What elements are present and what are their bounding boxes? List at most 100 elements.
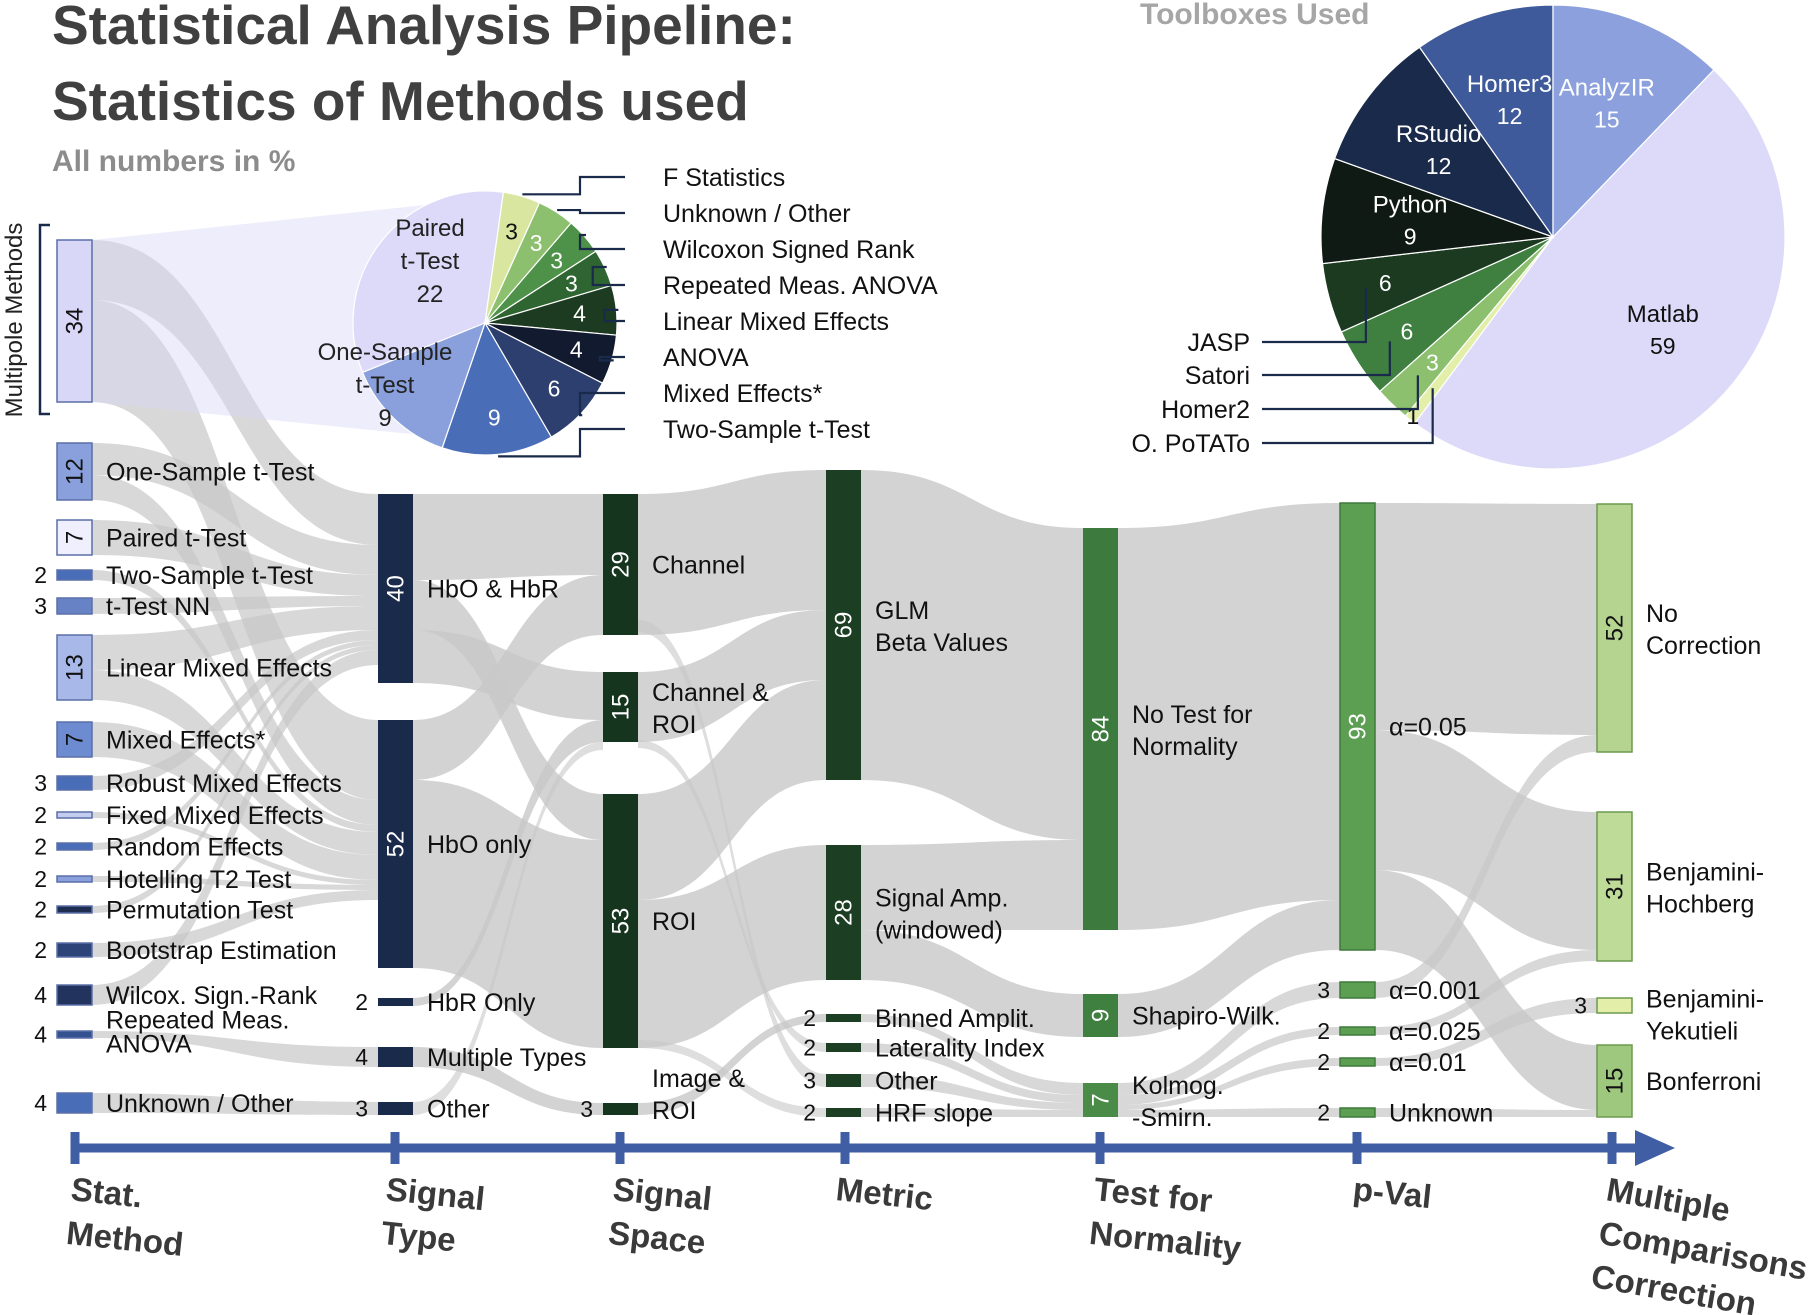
toolbox-pie-slice <box>1418 4 1554 239</box>
stat-value: 3 <box>34 593 47 619</box>
sankey-flow <box>638 470 826 635</box>
pval-node <box>1339 981 1376 999</box>
stat-method-label: Fixed Mixed Effects <box>106 802 324 830</box>
leader-line <box>591 265 625 287</box>
signal-type-value: 3 <box>355 1096 368 1122</box>
toolbox-pie-value: 12 <box>1426 153 1452 179</box>
correction-node <box>1596 503 1633 753</box>
toolbox-pie-value: 12 <box>1497 103 1523 129</box>
stat-value: 4 <box>34 982 47 1008</box>
multipole-pie-legend-label: Mixed Effects* <box>663 380 823 408</box>
correction-value: 52 <box>1602 615 1629 642</box>
pval-label: α=0.01 <box>1389 1049 1467 1077</box>
toolbox-leader-line <box>1262 341 1391 377</box>
toolboxes-title: Toolboxes Used <box>1140 0 1369 31</box>
signal-space-label: ROI <box>652 908 696 936</box>
leader-line <box>578 233 625 251</box>
signal-type-node <box>378 1102 413 1115</box>
leader-line <box>522 175 625 196</box>
sankey-flow <box>638 610 826 742</box>
sankey-flow <box>92 890 378 957</box>
normality-value: 9 <box>1088 1009 1115 1022</box>
correction-label-line2: Hochberg <box>1646 891 1754 919</box>
metric-node <box>826 1074 861 1087</box>
metric-label: Other <box>875 1068 938 1096</box>
correction-value: 15 <box>1602 1068 1629 1095</box>
stat-method-label: Wilcox. Sign.-Rank <box>106 982 318 1010</box>
toolbox-legend-label: Satori <box>1185 362 1250 390</box>
stat-method-label: Permutation Test <box>106 897 293 925</box>
normality-value: 7 <box>1088 1093 1115 1106</box>
stat-method-label: Mixed Effects* <box>106 727 266 755</box>
stat-method-node <box>56 942 93 958</box>
toolbox-legend-label: JASP <box>1187 329 1250 357</box>
sankey-flow <box>1375 950 1597 1035</box>
stat-method-node <box>56 721 93 758</box>
metric-value: 2 <box>803 1035 816 1061</box>
metric-node <box>826 845 861 980</box>
normality-label: No Test for <box>1132 701 1252 729</box>
leader-line <box>598 355 625 362</box>
sankey-flow <box>413 575 603 780</box>
signal-type-value: 4 <box>355 1044 368 1070</box>
paired-ttest-label: t-Test <box>401 248 460 275</box>
signal-type-label: Multiple Types <box>427 1044 586 1072</box>
normality-node <box>1083 994 1118 1037</box>
toolbox-pie-value: 15 <box>1594 107 1620 133</box>
sankey-flow <box>861 1043 1083 1103</box>
toolbox-pie-label: Python <box>1373 192 1448 219</box>
signal-type-label: Other <box>427 1096 490 1124</box>
normality-label: Shapiro-Wilk. <box>1132 1003 1281 1031</box>
stat-method-node <box>56 1030 93 1039</box>
sankey-flow <box>92 570 378 832</box>
stat-method-node <box>56 775 93 791</box>
sankey-flow <box>92 443 378 575</box>
multipole-pie-legend-label: Wilcoxon Signed Rank <box>663 236 915 264</box>
stat-value: 2 <box>34 897 47 923</box>
stat-value: 13 <box>62 654 89 681</box>
pval-node <box>1339 1107 1376 1118</box>
pval-label: α=0.001 <box>1389 977 1481 1005</box>
signal-type-value: 52 <box>383 831 410 858</box>
stage-label: Metric <box>834 1170 935 1217</box>
stat-method-label: Unknown / Other <box>106 1090 294 1118</box>
metric-value: 28 <box>831 899 858 926</box>
sankey-flow <box>1118 503 1340 930</box>
sankey-flow <box>92 596 378 614</box>
sankey-flow <box>861 470 1083 840</box>
stage-label-line1: p-Val <box>1351 1170 1433 1215</box>
normality-label-line2: -Smirn. <box>1132 1104 1213 1132</box>
sankey-flow <box>861 840 1083 930</box>
multipole-pie-value: 6 <box>548 375 561 401</box>
sankey-flow <box>638 845 826 1048</box>
multipole-pie-legend-label: Two-Sample t-Test <box>663 416 870 444</box>
correction-node <box>1596 811 1633 962</box>
stat-method-node <box>56 842 93 851</box>
sankey-flow <box>1118 1027 1340 1105</box>
metric-node <box>826 1108 861 1117</box>
stage-label-line1: Metric <box>834 1170 935 1217</box>
sankey-flows <box>92 195 1597 1117</box>
pval-value: 93 <box>1345 713 1372 740</box>
normality-node <box>1083 1083 1118 1117</box>
multipole-pie-value: 3 <box>565 270 578 296</box>
stat-method-node <box>56 984 93 1006</box>
signal-type-label: HbR Only <box>427 989 536 1017</box>
sankey-flow <box>413 494 603 580</box>
metric-label: GLM <box>875 597 929 625</box>
signal-space-value: 53 <box>608 908 635 935</box>
sankey-flow <box>92 1031 378 1067</box>
signal-space-value: 29 <box>608 551 635 578</box>
sankey-flow <box>1375 998 1597 1066</box>
toolbox-pie-value: 59 <box>1650 333 1676 359</box>
signal-space-value: 15 <box>608 694 635 721</box>
toolbox-pie-slice <box>1413 68 1786 470</box>
correction-label-line2: Correction <box>1646 632 1761 660</box>
stat-value: 2 <box>34 866 47 892</box>
multipole-pie-slice <box>352 190 505 374</box>
sankey-flow <box>92 640 378 850</box>
correction-label: Benjamini- <box>1646 986 1764 1014</box>
